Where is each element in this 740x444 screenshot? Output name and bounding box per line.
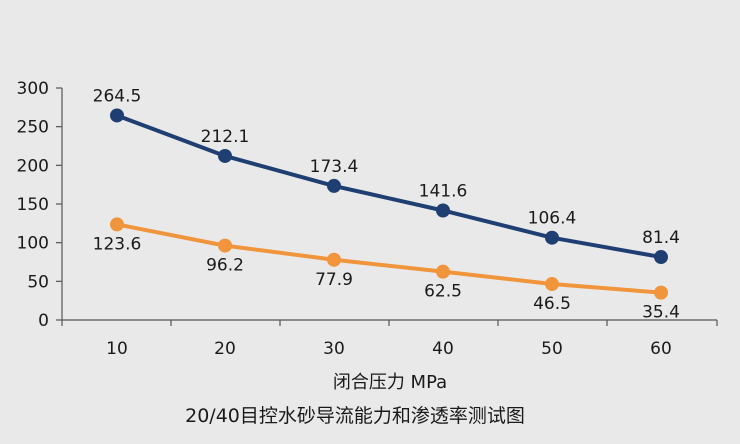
series-1-data-label: 212.1 [201,127,250,147]
y-tick-label: 300 [17,79,49,99]
series-2-point [218,238,232,253]
series-1-data-label: 141.6 [419,181,468,201]
series-2-point [436,264,450,279]
series-1-point [654,250,668,265]
y-tick-label: 100 [17,234,49,254]
series-2-data-label: 35.4 [642,303,680,323]
series-1-point [436,203,450,218]
series-2-point [545,277,559,292]
series-1-data-label: 81.4 [642,228,680,248]
series-2-point [654,285,668,300]
y-tick-label: 250 [17,118,49,138]
series-2-data-label: 62.5 [424,282,462,302]
y-tick-label: 50 [27,272,49,292]
series-1-line [115,113,663,260]
series-2-data-label: 77.9 [315,270,353,290]
axes: 0 50 100 150 200 250 300 10 20 30 40 50 60 [17,79,718,359]
x-tick-label: 30 [323,339,345,359]
x-tick-label: 50 [541,339,563,359]
series-1-point [218,148,232,163]
series-2-line [115,222,663,295]
y-tick-label: 150 [17,195,49,215]
series-1-point [110,108,124,123]
y-tick-label: 0 [38,311,49,331]
series-2-data-label: 123.6 [93,234,142,254]
data-labels: 264.5 212.1 173.4 141.6 106.4 81.4 123.6 96.2 77… [93,86,680,322]
x-tick-label: 60 [650,339,672,359]
y-tick-label: 200 [17,156,49,176]
series-1-data-label: 173.4 [310,157,359,177]
chart-title: 20/40目控水砂导流能力和渗透率测试图 [185,405,525,427]
x-tick-label: 10 [106,339,128,359]
series-2-point [327,252,341,267]
series-1-point [545,230,559,245]
series-2-point [110,217,124,232]
x-tick-label: 40 [432,339,454,359]
series-1-point [327,178,341,193]
x-tick-label: 20 [214,339,236,359]
series-layer [110,108,668,300]
series-1-data-label: 106.4 [528,209,577,229]
series-2-data-label: 46.5 [533,294,571,314]
x-axis-title: 闭合压力 MPa [333,372,447,393]
series-2-data-label: 96.2 [206,256,244,276]
series-1-data-label: 264.5 [93,86,142,106]
